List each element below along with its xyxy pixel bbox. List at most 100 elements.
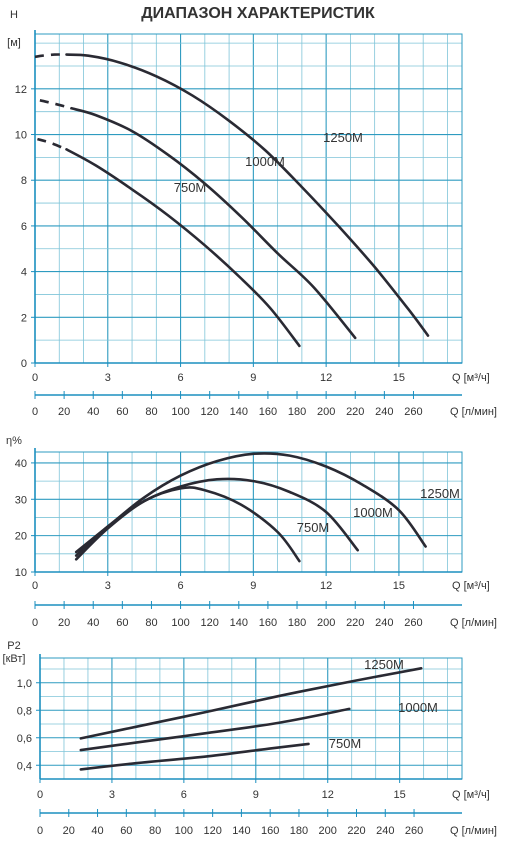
y-tick-label: 1,0: [17, 678, 32, 690]
y-tick-label: 40: [15, 458, 27, 470]
x-tick-label: 9: [250, 580, 256, 592]
x2-tick-label: 200: [319, 825, 337, 837]
curve-1250M: [79, 667, 423, 740]
series-label-750M: 750M: [174, 180, 207, 195]
x2-tick-label: 260: [404, 617, 422, 629]
x2-tick-label: 80: [145, 617, 157, 629]
y-axis-label: H: [10, 9, 18, 21]
curve-750M: [79, 742, 310, 771]
x2-tick-label: 180: [288, 617, 306, 629]
x2-tick-label: 260: [404, 406, 422, 418]
x-tick-label: 3: [105, 580, 111, 592]
curve-1250M: [74, 452, 427, 554]
x2-tick-label: 60: [120, 825, 132, 837]
curve-1000M: [70, 107, 357, 340]
x2-tick-label: 240: [375, 617, 393, 629]
x-tick-label: 6: [178, 580, 184, 592]
x2-axis-label: Q [л/мин]: [450, 825, 497, 837]
x-tick-label: 15: [393, 372, 405, 384]
x2-tick-label: 100: [175, 825, 193, 837]
x2-axis-label: Q [л/мин]: [450, 406, 497, 418]
x-axis-label: Q [м³/ч]: [452, 580, 490, 592]
x2-tick-label: 220: [346, 406, 364, 418]
head-chart: 0 2 4 6 8 10 12 H [м] 0 3 6 9 12 15 Q [м³/ч] 0 20 40 60 80 10…: [7, 9, 497, 418]
plot-area: [35, 34, 462, 363]
curve-1000M: [79, 707, 351, 752]
x2-tick-label: 240: [375, 406, 393, 418]
x-tick-label: 15: [394, 789, 406, 801]
y-axis-unit: [кВт]: [3, 653, 26, 665]
y-tick-label: 12: [15, 84, 27, 96]
x2-tick-label: 20: [58, 617, 70, 629]
y-tick-label: 8: [21, 175, 27, 187]
x2-tick-label: 60: [116, 406, 128, 418]
series-label-1250M: 1250M: [323, 130, 363, 145]
x2-tick-label: 20: [58, 406, 70, 418]
y-tick-label: 0: [21, 358, 27, 370]
curve-dashed-750M: [37, 137, 68, 151]
x2-tick-label: 140: [230, 406, 248, 418]
x2-tick-label: 260: [405, 825, 423, 837]
x2-tick-label: 0: [32, 406, 38, 418]
x2-tick-label: 180: [288, 406, 306, 418]
series-label-1000M: 1000M: [353, 505, 393, 520]
series-label-1000M: 1000M: [245, 154, 285, 169]
x2-tick-label: 80: [145, 406, 157, 418]
plot-area: [35, 452, 462, 572]
x-tick-label: 3: [109, 789, 115, 801]
x2-tick-label: 60: [116, 617, 128, 629]
x2-tick-label: 140: [232, 825, 250, 837]
x-axis-label: Q [м³/ч]: [452, 372, 490, 384]
y-tick-label: 4: [21, 267, 27, 279]
curve-750M: [74, 486, 301, 563]
series-label-1250M: 1250M: [364, 657, 404, 672]
x-tick-label: 12: [320, 580, 332, 592]
y-tick-label: 10: [15, 567, 27, 579]
x2-tick-label: 120: [201, 617, 219, 629]
x2-axis-label: Q [л/мин]: [450, 617, 497, 629]
y-axis-label: η%: [6, 435, 22, 447]
y-tick-label: 30: [15, 494, 27, 506]
x2-tick-label: 100: [171, 406, 189, 418]
x2-tick-label: 120: [201, 406, 219, 418]
x-tick-label: 15: [393, 580, 405, 592]
x2-tick-label: 200: [317, 406, 335, 418]
y-tick-label: 0,6: [17, 733, 32, 745]
series-label-750M: 750M: [329, 736, 362, 751]
series-label-750M: 750M: [297, 520, 330, 535]
y-axis-label: P2: [7, 640, 20, 652]
x2-tick-label: 20: [63, 825, 75, 837]
y-axis-unit: [м]: [7, 37, 21, 49]
y-tick-label: 6: [21, 221, 27, 233]
x2-tick-label: 160: [261, 825, 279, 837]
x-tick-label: 0: [37, 789, 43, 801]
efficiency-chart: 10 20 30 40 η% 0 3 6 9 12 15 Q [м³/ч] 0 20 40 60 80 100 12…: [6, 435, 497, 629]
curve-1250M: [65, 53, 430, 337]
x-tick-label: 3: [105, 372, 111, 384]
curve-dashed-1000M: [39, 99, 72, 110]
x-tick-label: 0: [32, 372, 38, 384]
plot-area: [40, 658, 462, 779]
x2-tick-label: 220: [347, 825, 365, 837]
y-tick-label: 20: [15, 531, 27, 543]
y-tick-label: 0,8: [17, 705, 32, 717]
x-tick-label: 6: [181, 789, 187, 801]
curve-dashed-1250M: [34, 53, 67, 59]
x2-tick-label: 40: [87, 406, 99, 418]
x2-tick-label: 180: [290, 825, 308, 837]
x2-tick-label: 160: [259, 617, 277, 629]
y-tick-label: 2: [21, 312, 27, 324]
y-tick-label: 0,4: [17, 760, 32, 772]
x2-tick-label: 40: [87, 617, 99, 629]
x-tick-label: 12: [322, 789, 334, 801]
x2-tick-label: 100: [171, 617, 189, 629]
x2-tick-label: 40: [91, 825, 103, 837]
x2-tick-label: 80: [149, 825, 161, 837]
x2-tick-label: 0: [32, 617, 38, 629]
x2-tick-label: 200: [317, 617, 335, 629]
x2-tick-label: 120: [203, 825, 221, 837]
x-tick-label: 9: [253, 789, 259, 801]
series-label-1000M: 1000M: [398, 700, 438, 715]
